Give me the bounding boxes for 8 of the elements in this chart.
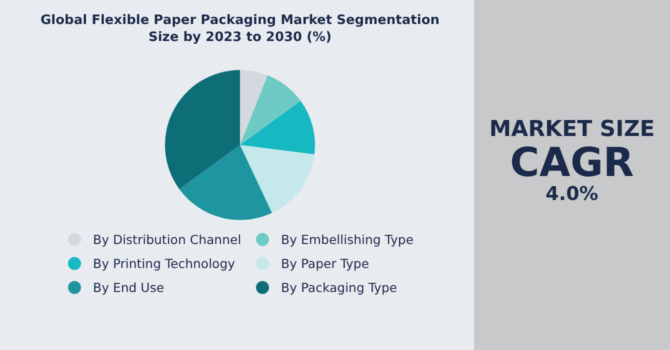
legend-label: By Paper Type	[281, 256, 370, 271]
legend-label: By Packaging Type	[281, 280, 398, 295]
legend-label: By End Use	[93, 280, 164, 295]
chart-title: Global Flexible Paper Packaging Market Segmentation Size by 2023 to 2030 (%)	[40, 12, 440, 46]
legend-label: By Embellishing Type	[281, 232, 414, 247]
legend-label: By Printing Technology	[93, 256, 236, 271]
legend-label: By Distribution Channel	[93, 232, 242, 247]
side-panel: MARKET SIZE CAGR 4.0%	[474, 0, 670, 350]
